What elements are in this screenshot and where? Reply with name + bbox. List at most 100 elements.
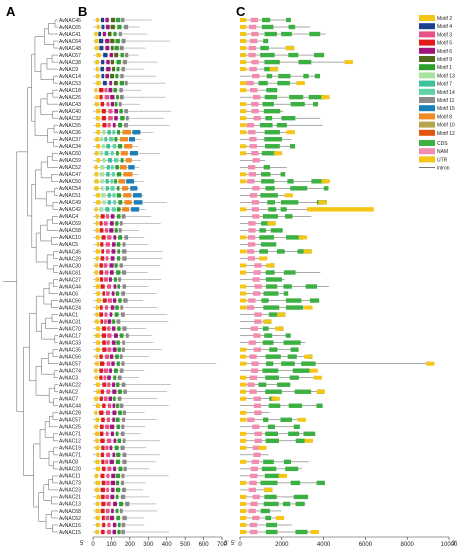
motif-box [102,291,105,296]
utr-segment [313,375,322,380]
motif-box [101,108,106,114]
gene-label: AvNAC22 [59,383,81,389]
motif-box [113,235,117,240]
motif-box [95,431,99,437]
motif-box [101,417,105,422]
motif-box [115,354,119,359]
cds-segment [264,137,283,142]
motif-box [122,410,126,415]
motif-box [117,130,121,135]
utr-segment [240,81,247,86]
structure-legend-label: UTR [437,157,448,163]
utr-segment [240,445,247,450]
cds-segment [285,466,299,472]
motif-box [123,466,127,472]
motif-box [106,340,110,345]
motif-box [101,494,105,500]
cds-segment [290,347,299,352]
motif-box [95,101,99,107]
motif-box [109,263,114,268]
cds-segment [280,417,292,422]
motif-box [110,494,115,500]
utr-segment [240,480,247,485]
motif-box [96,17,100,23]
motif-box [95,417,100,422]
motif-box [95,361,99,366]
gene-label: AvNAC8 [59,460,78,466]
nam-segment [246,80,254,86]
motif-box [105,508,110,514]
motif-box [108,87,113,93]
motif-box [110,480,116,486]
gene-label: AvNAC66 [59,298,81,304]
motif-box [107,319,112,324]
nam-segment [252,445,261,451]
motif-box [105,291,110,296]
motif-box [106,249,110,254]
motif-box [116,151,119,156]
motif-box [121,529,125,535]
motif-box [94,165,98,170]
motif-box [115,221,119,226]
motif-box [111,291,115,296]
motif-box [94,487,100,493]
motif-box [112,347,117,352]
motif-box [110,424,115,429]
utr-segment [240,172,247,177]
motif-legend-label: Motif 11 [437,98,455,104]
motif-box [96,340,101,345]
motif-box [130,186,138,191]
cds-segment [281,31,292,37]
motif-box [114,52,119,58]
nam-segment [251,108,259,114]
gene-label: AvNAC9 [59,67,78,73]
motif-box [122,242,126,247]
motif-box [109,137,114,142]
utr-segment [240,382,247,387]
nam-segment [251,101,259,107]
gene-label: AvNAC53 [59,81,81,87]
motif-box [114,45,119,51]
motif-box [105,45,110,51]
utr-segment [285,46,295,51]
motif-legend-label: Motif 1 [437,65,452,71]
motif-box [99,94,103,100]
motif-box [110,24,115,30]
nam-segment [249,144,257,149]
motif-legend-label: Motif 9 [437,57,452,63]
cds-segment [265,270,275,275]
motif-box [114,179,117,184]
motif-box [95,249,101,254]
gene-structure-panel [240,17,435,535]
motif-box [124,123,128,128]
motif-legend-swatch [419,80,435,87]
motif-box [102,347,107,352]
motif-box [96,298,101,303]
motif-box [117,347,121,352]
motif-box [119,137,128,142]
motif-legend-label: Motif 15 [437,106,455,112]
nam-segment [249,193,258,198]
motif-box [122,438,126,444]
motif-legend-label: Motif 6 [437,49,452,55]
motif-box [106,389,111,394]
motif-box [96,158,101,163]
cds-segment [263,291,279,296]
nam-segment [251,207,259,212]
motif-box [114,368,118,373]
motif-box [106,417,110,422]
motif-box [96,326,101,331]
cds-segment [270,228,283,233]
gene-label: AvNAC65 [59,25,81,31]
cds-segment [283,291,289,296]
motif-box [119,165,127,170]
gene-label: AvNAC73 [59,481,81,487]
motif-box [120,305,124,310]
motif-box [115,431,119,437]
motif-box [94,424,98,429]
motif-axis-tick-label: 500 [180,542,191,548]
utr-segment [310,530,320,534]
gene-label: AvNAC36 [59,130,81,136]
nam-segment [252,158,260,163]
nam-segment [251,31,259,37]
